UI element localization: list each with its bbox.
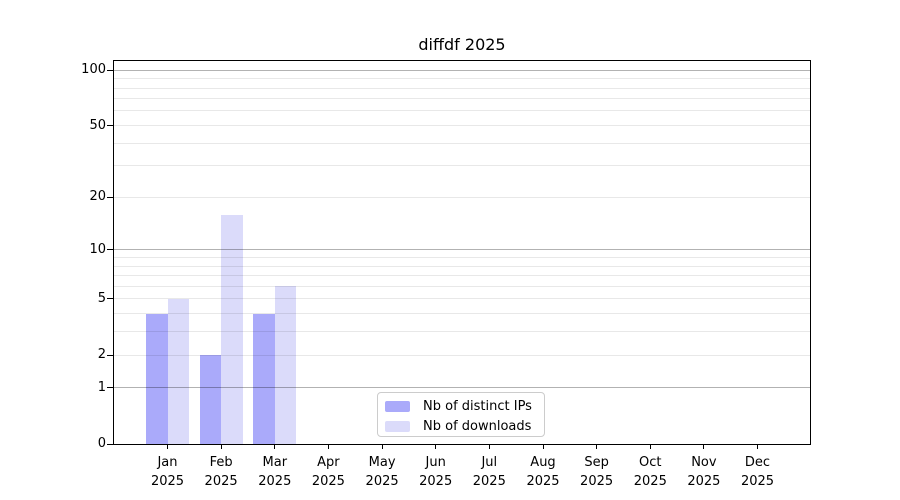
y-tick-20 <box>107 196 114 198</box>
x-tick-3 <box>327 445 329 449</box>
bar-distinct-ips-1 <box>199 355 222 444</box>
bar-downloads-2 <box>274 286 297 444</box>
y-tick-label-0: 0 <box>97 436 106 451</box>
x-tick-10 <box>703 445 705 449</box>
x-tick-7 <box>542 445 544 449</box>
plot-area <box>113 60 811 445</box>
x-tick-label-0: Jan 2025 <box>150 455 185 489</box>
legend-swatch-downloads <box>385 421 410 432</box>
bar-distinct-ips-0 <box>146 313 168 444</box>
x-tick-label-5: Jun 2025 <box>419 455 453 489</box>
x-tick-4 <box>381 445 383 449</box>
y-tick-5 <box>107 298 114 300</box>
x-tick-label-8: Sep 2025 <box>580 455 614 489</box>
x-tick-label-2: Mar 2025 <box>258 455 292 489</box>
legend-entry-distinct-ips: Nb of distinct IPs <box>385 398 544 415</box>
x-tick-label-6: Jul 2025 <box>472 455 506 489</box>
x-tick-1 <box>220 445 222 449</box>
x-tick-0 <box>167 445 168 449</box>
y-tick-50 <box>107 125 114 126</box>
x-tick-label-1: Feb 2025 <box>204 455 238 489</box>
chart-title: diffdf 2025 <box>418 35 506 54</box>
y-tick-100 <box>107 69 114 71</box>
x-tick-11 <box>757 445 758 449</box>
y-tick-label-50: 50 <box>89 117 106 133</box>
legend-label-downloads: Nb of downloads <box>423 419 532 434</box>
x-tick-label-4: May 2025 <box>365 455 399 489</box>
x-tick-label-11: Dec 2025 <box>740 455 775 489</box>
y-tick-label-100: 100 <box>81 62 106 78</box>
x-tick-5 <box>435 445 437 449</box>
bar-downloads-1 <box>221 214 243 444</box>
x-tick-8 <box>596 445 598 449</box>
x-tick-label-9: Oct 2025 <box>633 455 667 489</box>
y-tick-0 <box>107 443 114 445</box>
x-tick-9 <box>649 445 651 449</box>
x-tick-label-3: Apr 2025 <box>311 455 345 489</box>
y-tick-10 <box>107 249 114 251</box>
x-tick-label-7: Aug 2025 <box>526 455 560 489</box>
legend-label-distinct-ips: Nb of distinct IPs <box>423 399 532 414</box>
legend-entry-downloads: Nb of downloads <box>385 418 544 435</box>
bar-downloads-0 <box>167 298 189 444</box>
y-tick-label-10: 10 <box>89 241 106 257</box>
y-tick-label-1: 1 <box>97 379 106 395</box>
y-tick-1 <box>107 387 114 389</box>
y-tick-label-5: 5 <box>97 290 106 306</box>
legend: Nb of distinct IPs Nb of downloads <box>377 392 545 437</box>
legend-swatch-distinct-ips <box>385 401 410 412</box>
x-tick-label-10: Nov 2025 <box>687 455 721 489</box>
y-tick-label-20: 20 <box>89 189 106 205</box>
bars-layer <box>114 61 810 444</box>
y-tick-2 <box>107 354 114 356</box>
x-tick-2 <box>274 445 276 449</box>
bar-distinct-ips-2 <box>253 313 275 444</box>
y-tick-label-2: 2 <box>97 347 106 362</box>
x-tick-6 <box>488 445 490 449</box>
